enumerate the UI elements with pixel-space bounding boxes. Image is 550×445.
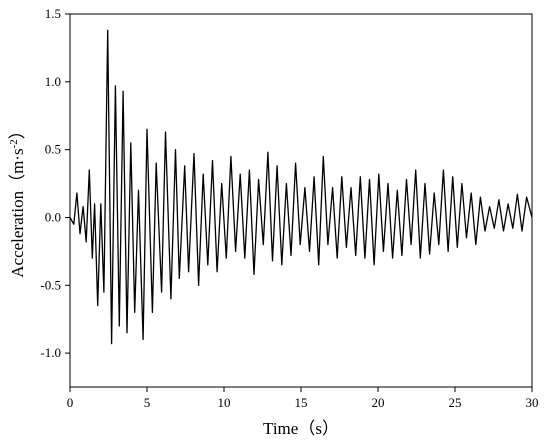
y-tick-label: -1.0 — [40, 345, 61, 360]
x-tick-label: 30 — [526, 395, 539, 410]
x-tick-label: 10 — [218, 395, 231, 410]
y-ticks — [65, 13, 70, 354]
x-tick-label: 15 — [295, 395, 308, 410]
x-ticks — [69, 387, 533, 392]
y-axis-label: Acceleration（m·s-2） — [8, 122, 27, 278]
y-tick-labels: -1.0 -0.5 0.0 0.5 1.0 1.5 — [40, 6, 61, 360]
y-tick-label: 1.0 — [45, 74, 61, 89]
x-axis-label: Time（s） — [263, 419, 339, 438]
x-tick-label: 25 — [449, 395, 462, 410]
x-tick-label: 0 — [67, 395, 74, 410]
y-tick-label: -0.5 — [40, 277, 61, 292]
y-axis-label-suffix: ） — [8, 122, 27, 139]
x-tick-label: 5 — [144, 395, 151, 410]
y-tick-label: 0.0 — [45, 209, 61, 224]
y-axis-label-superscript: -2 — [8, 139, 20, 148]
series-line — [69, 29, 533, 345]
y-axis-label-text: Acceleration（m·s — [8, 148, 27, 277]
x-tick-label: 20 — [372, 395, 385, 410]
x-tick-labels: 0 5 10 15 20 25 30 — [67, 395, 539, 410]
y-tick-label: 1.5 — [45, 6, 61, 21]
y-tick-label: 0.5 — [45, 142, 61, 157]
